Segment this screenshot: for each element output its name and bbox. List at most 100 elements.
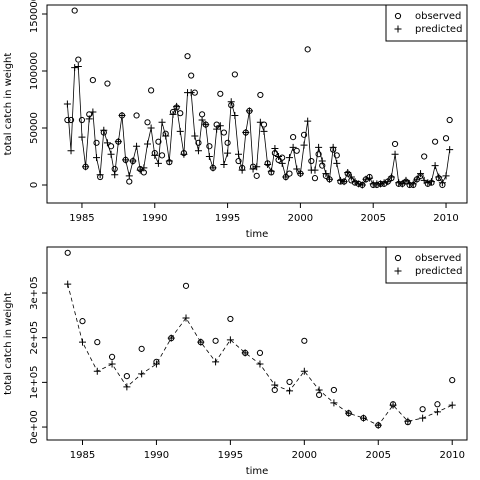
observed-point <box>123 373 130 380</box>
predicted-point <box>162 132 170 140</box>
y-axis-label: total catch in weight <box>3 292 14 395</box>
observed-point <box>286 170 293 177</box>
observed-point <box>311 175 319 182</box>
predicted-point <box>133 142 141 150</box>
predicted-point <box>100 126 108 134</box>
predicted-point <box>107 150 115 158</box>
predicted-point <box>78 133 86 141</box>
predicted-point <box>138 370 146 378</box>
predicted-point <box>165 157 173 165</box>
y-tick-label: 1e+05 <box>29 366 40 400</box>
predicted-point <box>125 172 133 180</box>
x-tick-label: 1995 <box>218 450 243 461</box>
observed-point <box>286 378 293 386</box>
predicted-point <box>198 116 206 124</box>
legend-frame <box>385 4 468 42</box>
predicted-point <box>296 170 304 178</box>
predicted-point <box>82 163 90 171</box>
predicted-point <box>376 180 384 188</box>
observed-point <box>235 157 242 165</box>
predicted-point <box>380 179 388 187</box>
predicted-point <box>398 180 406 188</box>
predicted-point <box>136 166 144 174</box>
observed-point <box>177 110 184 117</box>
observed-point <box>79 318 86 325</box>
predicted-point <box>241 349 249 357</box>
predicted-point <box>271 145 279 153</box>
observed-point <box>434 401 441 408</box>
predicted-point <box>151 151 159 159</box>
predicted-point <box>333 159 341 167</box>
predicted-point <box>344 168 352 176</box>
legend-label: observed <box>415 253 461 264</box>
predicted-point <box>253 163 261 171</box>
predicted-point <box>140 164 148 172</box>
predicted-point <box>402 176 410 184</box>
predicted-point <box>216 122 224 130</box>
observed-point <box>315 151 322 158</box>
predicted-point <box>231 111 239 119</box>
predicted-point <box>63 100 71 108</box>
plot-frame <box>46 4 468 204</box>
observed-point <box>224 139 231 146</box>
predicted-point <box>387 173 395 181</box>
legend-label: predicted <box>415 24 462 35</box>
x-tick-label: 1985 <box>70 450 95 461</box>
predicted-point <box>93 154 101 162</box>
legend-frame <box>385 246 468 284</box>
predicted-point <box>322 170 330 178</box>
observed-point <box>64 249 71 256</box>
predicted-point <box>391 150 399 158</box>
predicted-point <box>311 166 319 174</box>
y-axis-label: total catch in weight <box>3 53 14 156</box>
observed-point <box>212 337 219 344</box>
predicted-point <box>264 160 272 168</box>
predicted-point <box>238 166 246 174</box>
predicted-point <box>345 409 353 417</box>
observed-point <box>111 165 118 173</box>
predicted-point <box>329 143 337 151</box>
observed-point <box>257 91 264 99</box>
predicted-point <box>395 179 403 187</box>
predicted-point <box>249 165 257 173</box>
observed-point <box>138 345 145 352</box>
observed-point <box>308 157 315 165</box>
legend-label: observed <box>415 11 461 22</box>
series-line <box>67 284 453 426</box>
predicted-point <box>78 338 86 346</box>
y-tick-label: 100000 <box>29 52 40 90</box>
predicted-point <box>300 141 308 149</box>
predicted-point <box>143 140 151 148</box>
x-tick-label: 1990 <box>142 213 167 224</box>
predicted-point <box>289 143 297 151</box>
predicted-point <box>438 179 446 187</box>
observed-point <box>126 178 133 185</box>
predicted-point <box>209 164 217 172</box>
observed-point <box>64 116 71 124</box>
predicted-point <box>362 175 370 183</box>
predicted-point <box>286 387 294 395</box>
predicted-point <box>300 367 308 375</box>
predicted-point <box>285 154 293 162</box>
predicted-point <box>282 173 290 181</box>
predicted-point <box>433 408 441 416</box>
predicted-point <box>347 173 355 181</box>
predicted-point <box>366 174 374 182</box>
predicted-point <box>404 417 412 425</box>
predicted-point <box>212 358 220 366</box>
predicted-point <box>152 360 160 368</box>
predicted-point <box>154 159 162 167</box>
predicted-point <box>89 108 97 116</box>
legend-symbol <box>394 25 402 33</box>
predicted-point <box>409 180 417 188</box>
plot-frame <box>46 246 468 441</box>
predicted-point <box>96 171 104 179</box>
series-line <box>67 65 451 186</box>
y-tick-label: 0 <box>29 182 40 188</box>
observed-point <box>75 56 82 63</box>
observed-point <box>421 153 428 160</box>
observed-point <box>93 139 100 146</box>
predicted-point <box>267 167 275 175</box>
predicted-point <box>275 152 283 160</box>
